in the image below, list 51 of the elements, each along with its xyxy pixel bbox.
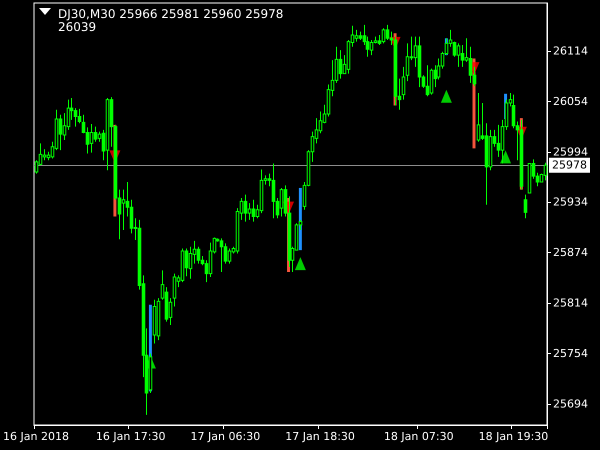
- candlestick: [426, 64, 430, 97]
- candlestick: [366, 36, 370, 58]
- candlestick: [58, 114, 62, 151]
- point: [294, 257, 306, 270]
- x-tick-label: 16 Jan 2018: [2, 430, 69, 443]
- candlestick: [152, 299, 156, 344]
- y-tick-label: 25694: [553, 397, 588, 410]
- y-tick-label: 25874: [553, 246, 588, 260]
- candlestick: [354, 29, 358, 42]
- candlestick: [188, 246, 192, 280]
- candlestick: [244, 194, 248, 222]
- x-tick-label: 18 Jan 07:30: [384, 430, 454, 443]
- candlestick: [370, 39, 374, 56]
- candlestick: [252, 199, 256, 222]
- y-tick-label: 25934: [553, 196, 588, 209]
- candlestick: [90, 124, 94, 154]
- y-tick-label: 25814: [553, 296, 588, 310]
- candlestick: [382, 28, 386, 44]
- x-tick-label: 18 Jan 19:30: [478, 430, 548, 443]
- candlestick: [362, 24, 366, 46]
- bar: [298, 188, 302, 250]
- y-tick-label: 25994: [553, 145, 588, 158]
- candlestick: [418, 36, 422, 88]
- candlestick: [184, 248, 188, 277]
- candlestick: [468, 46, 472, 84]
- candlestick: [338, 50, 342, 80]
- candlestick: [512, 94, 516, 129]
- y-tick-label: 26114: [553, 44, 588, 58]
- candlestick: [524, 194, 528, 219]
- text: 26039: [58, 20, 96, 34]
- candlestick: [164, 286, 168, 322]
- candlestick: [208, 242, 212, 278]
- point: [440, 90, 452, 103]
- x-tick-label: 16 Jan 17:30: [96, 430, 166, 443]
- ref-line-label: 25978: [552, 158, 587, 172]
- candlestick: [544, 162, 548, 181]
- x-tick-label: 17 Jan 06:30: [190, 430, 260, 443]
- candlestick: [42, 148, 46, 161]
- candlestick: [272, 163, 276, 219]
- candlestick: [228, 248, 232, 264]
- y-tick-label: 25754: [553, 347, 588, 360]
- y-tick-label: 26054: [553, 94, 588, 108]
- candlestick: [74, 108, 78, 128]
- candlestick: [94, 126, 98, 142]
- x-tick-label: 17 Jan 18:30: [285, 430, 355, 443]
- candlestick: [260, 168, 264, 214]
- chart-title: DJ30,M30 25966 25981 25960 25978: [58, 7, 284, 21]
- candlestick: [220, 238, 224, 273]
- point: [500, 150, 512, 164]
- candlestick: [456, 42, 460, 68]
- candlestick: [248, 202, 252, 220]
